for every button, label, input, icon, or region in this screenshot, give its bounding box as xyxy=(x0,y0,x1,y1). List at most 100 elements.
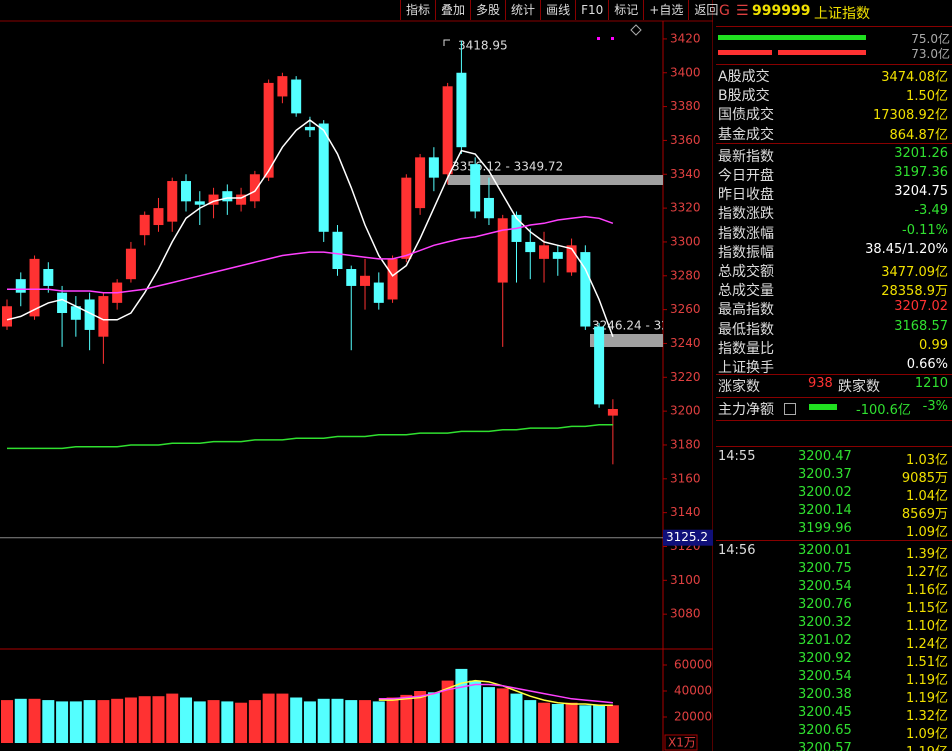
volume-bar xyxy=(538,702,551,743)
tick-volume: 1.10亿 xyxy=(906,619,948,634)
up-count: 938 xyxy=(808,376,833,391)
candle-body xyxy=(57,292,68,314)
y-tick-label: 3160 xyxy=(670,471,701,485)
toolbar-button[interactable]: 统计 xyxy=(505,0,540,20)
ma-line xyxy=(6,119,614,337)
green-bar xyxy=(718,35,866,40)
volume-bar xyxy=(359,700,372,743)
toolbar-button[interactable]: +自选 xyxy=(643,0,688,20)
candle-body xyxy=(263,82,274,178)
candle-body xyxy=(566,245,577,273)
volume-bar xyxy=(1,700,13,743)
high-pointer xyxy=(443,39,450,46)
volume-bar xyxy=(124,697,137,743)
toolbar-button[interactable]: 多股 xyxy=(470,0,505,20)
row-label: 总成交额 xyxy=(718,264,774,280)
code: 999999 xyxy=(752,3,811,19)
ma-line xyxy=(7,215,614,294)
volume-bar xyxy=(400,694,413,743)
y-tick-label: 3400 xyxy=(670,65,701,79)
volume-bar xyxy=(496,688,509,743)
candle-body xyxy=(29,258,40,317)
tick-price: 3201.02 xyxy=(798,633,852,648)
volume-bar xyxy=(386,697,399,743)
y-tick-label: 3220 xyxy=(670,370,701,384)
candle-body xyxy=(84,299,95,330)
tick-volume: 1.51亿 xyxy=(906,655,948,670)
y-tick-label: 3320 xyxy=(670,201,701,215)
candle-body xyxy=(304,126,315,131)
sep xyxy=(716,374,952,375)
bar-label: 73.0亿 xyxy=(911,47,950,61)
tick-price: 3200.65 xyxy=(798,723,852,738)
flow-icon[interactable] xyxy=(784,403,796,415)
bar-label: 75.0亿 xyxy=(911,32,950,46)
row-value: 3204.75 xyxy=(894,184,948,200)
tick-price: 3200.01 xyxy=(798,543,852,558)
volume-bar xyxy=(524,700,537,743)
toolbar-button[interactable]: 叠加 xyxy=(435,0,470,20)
volume-bar xyxy=(455,668,468,743)
row-label: 最高指数 xyxy=(718,302,774,319)
candle-body xyxy=(387,258,398,300)
candle-body xyxy=(497,218,508,283)
row-value: 0.99 xyxy=(919,337,948,353)
name: 上证指数 xyxy=(814,6,870,22)
tick-price: 3200.54 xyxy=(798,669,852,684)
y-tick-label: 60000 xyxy=(674,658,712,672)
tick-price: 3200.02 xyxy=(798,485,852,500)
candle-body xyxy=(373,282,384,303)
volume-bar xyxy=(262,693,275,743)
y-tick-label: 3360 xyxy=(670,133,701,147)
toolbar-button[interactable]: 标记 xyxy=(608,0,643,20)
row-label: 最低指数 xyxy=(718,321,774,338)
volume-bar xyxy=(441,680,454,743)
row-label: 昨日收盘 xyxy=(718,187,774,204)
candle-body xyxy=(194,201,205,205)
row-label: 总成交量 xyxy=(718,283,774,300)
toolbar-button[interactable]: 画线 xyxy=(540,0,575,20)
toolbar-button[interactable]: F10 xyxy=(575,0,608,20)
volume-bar xyxy=(551,704,564,743)
row-value: 3207.02 xyxy=(894,299,948,315)
tick-price: 3200.38 xyxy=(798,687,852,702)
candle-body xyxy=(70,306,81,320)
unit-box xyxy=(664,734,698,751)
sep xyxy=(716,64,952,65)
toolbar-button[interactable]: 指标 xyxy=(400,0,435,20)
y-tick-label: 3300 xyxy=(670,234,701,248)
down-label: 跌家数 xyxy=(838,379,880,395)
volume-bar xyxy=(427,692,440,743)
ma-line xyxy=(378,683,613,704)
candle-body xyxy=(415,157,426,209)
toolbar-button[interactable]: 返回 xyxy=(688,0,723,20)
tick-price: 3200.14 xyxy=(798,503,852,518)
volume-bar xyxy=(28,698,41,743)
row-label: 今日开盘 xyxy=(718,168,774,184)
tick-price: 3200.54 xyxy=(798,579,852,594)
candle-body xyxy=(442,86,453,175)
candle-body xyxy=(332,231,343,270)
candle-body xyxy=(552,252,563,259)
row-value: 3474.08亿 xyxy=(881,70,948,85)
toolbar: 指标 叠加 多股 统计 画线 F10 标记 +自选 返回 xyxy=(400,0,723,20)
candle-body xyxy=(2,306,12,327)
row-value: 3168.57 xyxy=(894,318,948,334)
y-tick-label: 3200 xyxy=(670,404,701,418)
y-tick-label: 3100 xyxy=(670,573,701,587)
plot: 3356.12 - 3349.72 3246.24 - 323 3418.95 xyxy=(2,39,677,465)
tick-volume: 1.24亿 xyxy=(906,637,948,652)
band-label: 3246.24 - 323 xyxy=(592,319,677,333)
sep xyxy=(716,446,952,447)
y-tick-label: 3340 xyxy=(670,167,701,181)
row-label: 指数涨幅 xyxy=(718,225,774,242)
diamond-icon[interactable] xyxy=(630,24,642,36)
volume-bar xyxy=(235,702,248,743)
volume-bar xyxy=(69,701,82,743)
y-tick-label: 3080 xyxy=(670,607,701,621)
volume-bar xyxy=(83,700,96,743)
menu[interactable]: ☰ xyxy=(736,3,749,19)
tick-price: 3200.57 xyxy=(798,741,852,751)
band-label: 3356.12 - 3349.72 xyxy=(452,160,563,174)
